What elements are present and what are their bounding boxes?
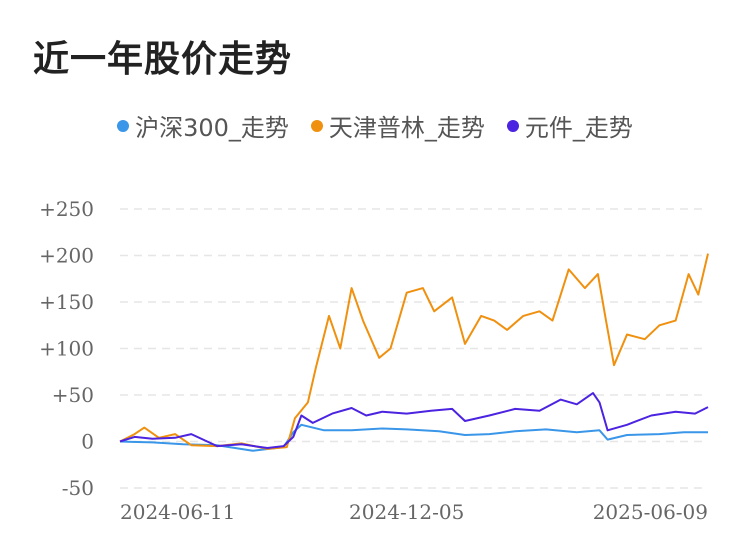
legend-item-series-1[interactable]: 天津普林_走势 (310, 108, 485, 143)
series-line-0 (119, 423, 708, 452)
grid-lines (120, 208, 708, 489)
series-line-1 (119, 253, 709, 450)
y-tick-label: +100 (39, 337, 94, 361)
y-tick-label: +250 (39, 197, 94, 221)
legend-dot-icon (310, 119, 323, 132)
chart-legend: 沪深300_走势 天津普林_走势 元件_走势 (0, 108, 750, 143)
legend-label: 沪深300_走势 (135, 114, 289, 142)
y-tick-label: -50 (62, 476, 94, 500)
page-title: 近一年股价走势 (33, 39, 293, 80)
legend-label: 天津普林_走势 (328, 114, 485, 142)
x-tick-label: 2024-12-05 (349, 500, 464, 524)
x-tick-label: 2025-06-09 (593, 500, 708, 524)
legend-item-series-0[interactable]: 沪深300_走势 (117, 108, 289, 143)
y-tick-label: +150 (39, 290, 94, 314)
series-line-2 (119, 392, 709, 449)
legend-dot-icon (117, 119, 130, 132)
legend-dot-icon (506, 119, 519, 132)
x-axis: 2024-06-11 2024-12-05 2025-06-09 (120, 500, 708, 524)
series-lines (119, 253, 709, 452)
y-tick-label: +200 (39, 244, 94, 268)
y-tick-label: +50 (52, 383, 94, 407)
legend-label: 元件_走势 (524, 114, 633, 142)
x-tick-label: 2024-06-11 (120, 500, 235, 524)
legend-item-series-2[interactable]: 元件_走势 (506, 108, 633, 143)
y-axis: +250 +200 +150 +100 +50 0 -50 (39, 197, 94, 500)
y-tick-label: 0 (81, 430, 94, 454)
